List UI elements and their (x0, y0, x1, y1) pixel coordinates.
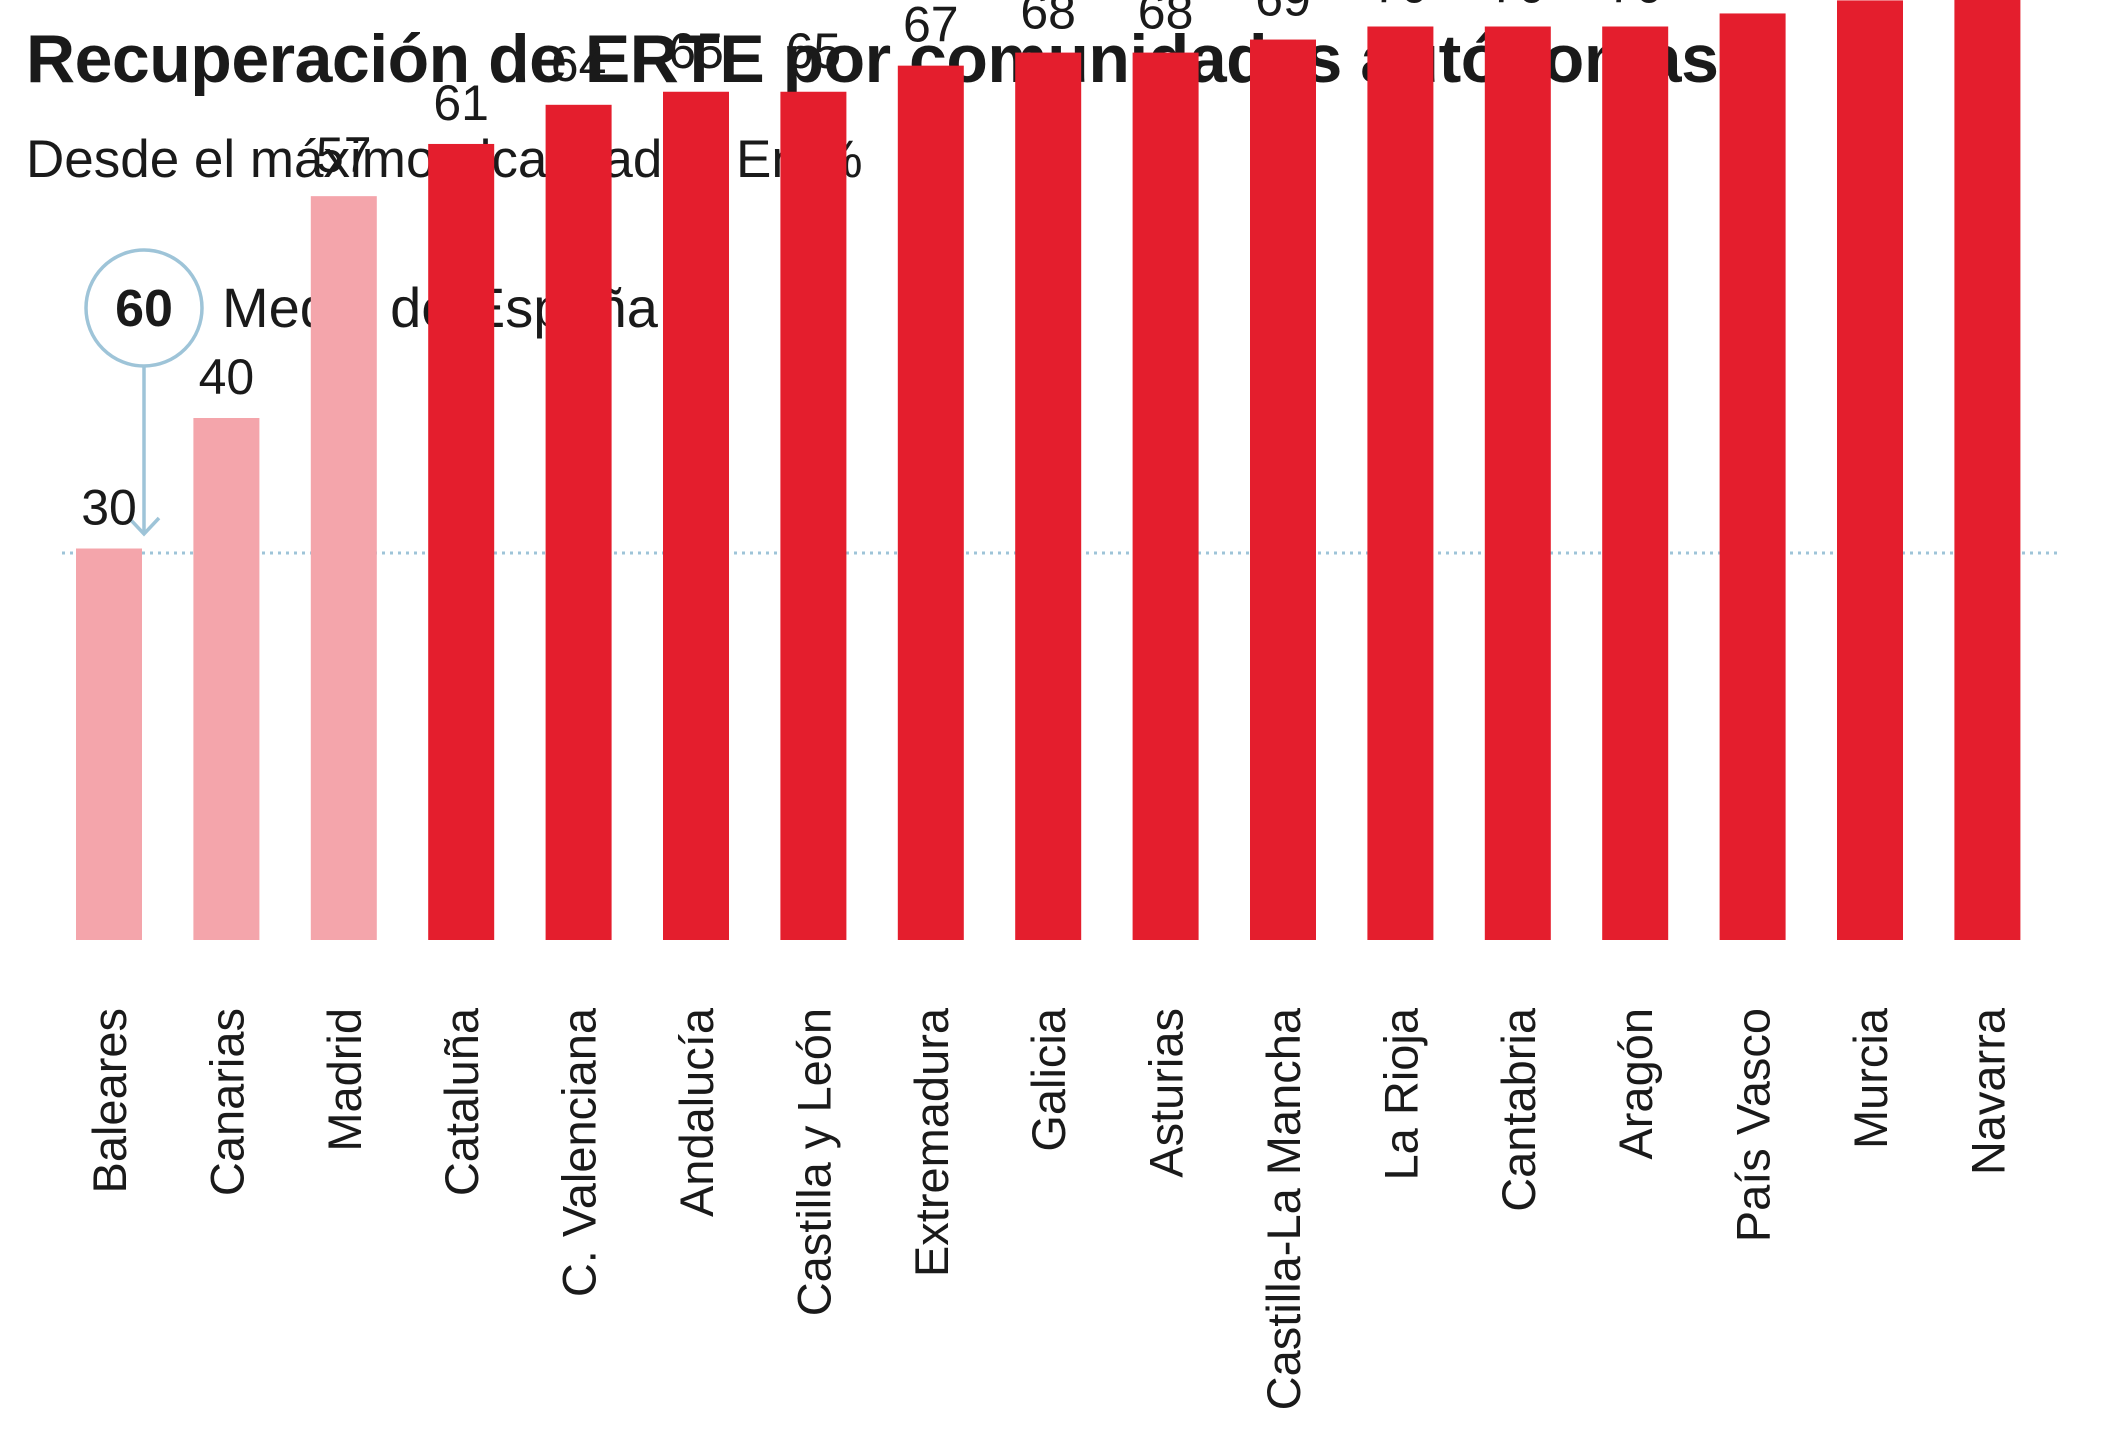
bar (193, 418, 260, 940)
bar-value-label: 67 (903, 0, 959, 53)
category-label: Aragón (1609, 1008, 1662, 1160)
bar (1837, 0, 1903, 940)
bar-value-label: 70 (1607, 0, 1663, 14)
bar-value-label: 68 (1020, 0, 1076, 40)
bar-value-label: 61 (433, 75, 489, 131)
bar (1484, 26, 1551, 940)
category-labels-group: Baleares Canarias Madrid Cataluña C. Valenci… (83, 1007, 2014, 1410)
category-label: Andalucía (670, 1007, 723, 1217)
bar (1132, 52, 1199, 941)
arrow-down-icon (127, 516, 161, 537)
bar-value-label: 69 (1255, 0, 1311, 27)
category-label: C. Valenciana (553, 1007, 606, 1297)
category-label: Cantabria (1492, 1007, 1545, 1212)
category-label: País Vasco (1727, 1008, 1780, 1242)
value-labels-group: 3040576164656567686869707070717276 (81, 0, 1780, 536)
average-value: 60 (115, 280, 173, 338)
category-label: Madrid (318, 1008, 371, 1152)
bar (545, 104, 612, 941)
bar-value-label: 70 (1373, 0, 1429, 14)
category-label: Canarias (200, 1008, 253, 1196)
bar (76, 548, 142, 940)
bar-value-label: 30 (81, 480, 137, 536)
chart-title: Recuperación de ERTE por comunidades aut… (26, 21, 1719, 97)
bar-value-label: 70 (1490, 0, 1546, 14)
bar-value-label: 64 (551, 36, 607, 92)
category-label: Cataluña (435, 1007, 488, 1196)
bar (428, 143, 495, 940)
category-label: Extremadura (905, 1007, 958, 1277)
bar (310, 196, 377, 940)
bar (1367, 26, 1434, 940)
bar (663, 91, 729, 940)
category-label: Asturias (1140, 1008, 1193, 1178)
bar-value-label: 65 (668, 23, 724, 79)
bar-value-label: 65 (786, 23, 842, 79)
category-label: Castilla y León (787, 1008, 840, 1316)
bar (1015, 52, 1082, 941)
category-label: Castilla-La Mancha (1257, 1007, 1310, 1410)
bar-value-label: 68 (1138, 0, 1194, 40)
bar-value-label: 57 (316, 127, 372, 183)
bar (1719, 13, 1786, 940)
bar (780, 91, 847, 940)
bar (1954, 0, 2021, 940)
category-label: Galicia (1022, 1007, 1075, 1152)
bar-value-label: 40 (199, 349, 255, 405)
bar (1602, 26, 1669, 940)
category-label: Murcia (1844, 1007, 1897, 1149)
category-label: La Rioja (1374, 1007, 1427, 1180)
bars-group (76, 0, 2021, 941)
category-label: Baleares (83, 1008, 136, 1194)
category-label: Navarra (1961, 1007, 2014, 1175)
bar (897, 65, 964, 940)
bar (1250, 39, 1316, 941)
